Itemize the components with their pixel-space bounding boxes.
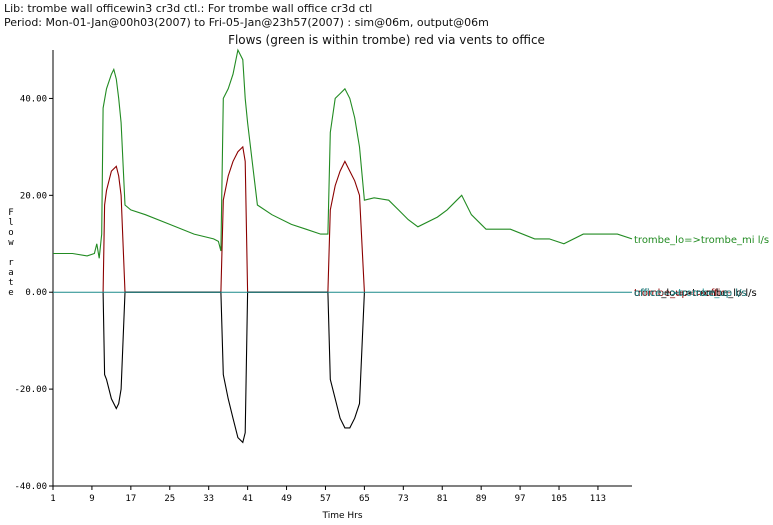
- header-line-period: Period: Mon-01-Jan@00h03(2007) to Fri-05…: [4, 16, 489, 29]
- x-tick-label: 33: [203, 494, 214, 504]
- x-tick-label: 89: [476, 494, 487, 504]
- y-axis-label-char: l: [8, 218, 13, 228]
- series-line: [102, 291, 365, 444]
- series-label: office_lo=>trombe_lo l/s: [634, 288, 757, 299]
- y-axis-label-char: e: [8, 288, 13, 298]
- x-tick-label: 65: [359, 494, 370, 504]
- y-axis-label-char: F: [8, 208, 13, 218]
- y-tick-label: -20.00: [14, 385, 47, 395]
- y-tick-label: 0.00: [25, 288, 47, 298]
- y-axis-label-char: a: [8, 268, 13, 278]
- y-axis-label-char: t: [8, 278, 13, 288]
- x-tick-label: 113: [590, 494, 606, 504]
- x-tick-label: 17: [125, 494, 136, 504]
- chart-axes: 40.00 20.00 0.00 -20.00 -40.001 9 17 25 33 41 49 57…: [14, 50, 632, 504]
- series-label: office=>trombe_up l/s: [634, 288, 747, 299]
- header-line-library: Lib: trombe wall officewin3 cr3d ctl.: F…: [4, 2, 373, 15]
- x-tick-label: 73: [398, 494, 409, 504]
- y-tick-label: 40.00: [20, 94, 47, 104]
- series-layer: trombe_lo=>trombe_mi l/s trombe_up=>offic…: [53, 48, 769, 444]
- series-label: trombe_up=>office l/s: [634, 288, 747, 299]
- y-tick-label: -40.00: [14, 482, 47, 492]
- x-tick-label: 41: [242, 494, 253, 504]
- x-tick-label: 97: [515, 494, 526, 504]
- chart-title: Flows (green is within trombe) red via v…: [228, 33, 545, 47]
- x-axis-label: Time Hrs: [321, 511, 362, 521]
- x-tick-label: 49: [281, 494, 292, 504]
- x-tick-label: 57: [320, 494, 331, 504]
- x-tick-label: 9: [89, 494, 94, 504]
- series-line: [53, 48, 633, 259]
- x-tick-label: 105: [551, 494, 567, 504]
- x-tick-label: 1: [50, 494, 55, 504]
- y-tick-label: 20.00: [20, 191, 47, 201]
- y-axis-label-char: r: [8, 258, 14, 268]
- x-tick-label: 25: [164, 494, 175, 504]
- y-axis-label-char: o: [8, 228, 13, 238]
- y-axis-label-char: w: [8, 238, 14, 248]
- x-tick-label: 81: [437, 494, 448, 504]
- series-label: trombe_lo=>trombe_mi l/s: [634, 235, 769, 246]
- series-line: [102, 145, 365, 293]
